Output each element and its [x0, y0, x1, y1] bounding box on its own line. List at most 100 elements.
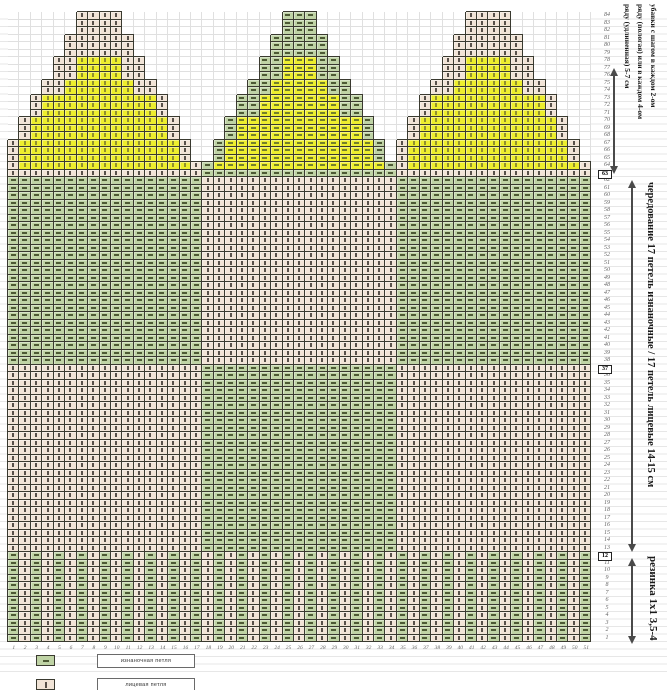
stitch-cell: [362, 192, 374, 200]
stitch-cell: [191, 484, 203, 492]
stitch-cell: [316, 499, 329, 507]
stitch-cell: [522, 102, 535, 110]
stitch-cell: [133, 582, 146, 590]
stitch-cell: [248, 544, 260, 552]
stitch-cell: [545, 49, 557, 57]
stitch-cell: [339, 102, 352, 110]
stitch-cell: [191, 544, 203, 552]
stitch-cell: [156, 102, 169, 110]
stitch-cell: [522, 94, 535, 102]
stitch-cell: [30, 222, 43, 230]
stitch-cell: [179, 222, 191, 230]
row-number: 22: [604, 477, 610, 483]
stitch-cell: [225, 439, 237, 447]
stitch-cell: [488, 259, 500, 267]
stitch-cell: [42, 349, 54, 357]
stitch-cell: [168, 259, 180, 267]
stitch-cell: [236, 229, 249, 237]
stitch-cell: [408, 289, 420, 297]
stitch-cell: [328, 109, 340, 117]
stitch-cell: [545, 312, 557, 320]
stitch-cell: [65, 319, 77, 327]
stitch-cell: [305, 334, 317, 342]
stitch-cell: [88, 507, 100, 515]
stitch-cell: [351, 574, 363, 582]
stitch-cell: [282, 34, 294, 42]
stitch-cell: [168, 484, 180, 492]
stitch-cell: [385, 267, 397, 275]
stitch-cell: [579, 19, 592, 27]
stitch-cell: [42, 154, 54, 162]
stitch-cell: [465, 274, 477, 282]
stitch-cell: [328, 177, 340, 185]
stitch-cell: [42, 469, 54, 477]
stitch-cell: [568, 492, 580, 500]
stitch-cell: [248, 597, 260, 605]
stitch-cell: [145, 454, 157, 462]
stitch-cell: [511, 184, 523, 192]
stitch-cell: [305, 319, 317, 327]
stitch-cell: [65, 484, 77, 492]
stitch-cell: [328, 154, 340, 162]
stitch-cell: [259, 409, 272, 417]
stitch-cell: [351, 139, 363, 147]
stitch-cell: [465, 19, 477, 27]
stitch-cell: [145, 559, 157, 567]
stitch-cell: [236, 334, 249, 342]
stitch-cell: [465, 372, 477, 380]
stitch-cell: [454, 402, 466, 410]
stitch-cell: [568, 199, 580, 207]
knit-stitch-swatch-icon: [36, 679, 55, 690]
stitch-cell: [179, 514, 191, 522]
stitch-cell: [88, 582, 100, 590]
stitch-cell: [293, 109, 306, 117]
stitch-cell: [145, 424, 157, 432]
stitch-cell: [122, 109, 134, 117]
stitch-cell: [133, 604, 146, 612]
stitch-cell: [328, 454, 340, 462]
stitch-cell: [499, 567, 512, 575]
stitch-cell: [236, 379, 249, 387]
stitch-cell: [499, 357, 512, 365]
stitch-cell: [396, 237, 409, 245]
stitch-cell: [65, 409, 77, 417]
stitch-cell: [328, 567, 340, 575]
stitch-cell: [145, 499, 157, 507]
stitch-cell: [88, 334, 100, 342]
stitch-cell: [579, 327, 592, 335]
stitch-cell: [236, 94, 249, 102]
stitch-cell: [442, 169, 455, 177]
stitch-cell: [110, 274, 123, 282]
stitch-cell: [488, 372, 500, 380]
stitch-cell: [88, 364, 100, 372]
stitch-cell: [488, 507, 500, 515]
stitch-cell: [76, 507, 89, 515]
stitch-cell: [545, 57, 557, 65]
stitch-cell: [568, 364, 580, 372]
stitch-cell: [545, 319, 557, 327]
stitch-cell: [259, 259, 272, 267]
stitch-cell: [431, 582, 443, 590]
stitch-cell: [431, 229, 443, 237]
stitch-cell: [110, 237, 123, 245]
stitch-cell: [179, 12, 191, 20]
column-number: 33: [377, 645, 383, 651]
stitch-cell: [396, 289, 409, 297]
stitch-cell: [65, 619, 77, 627]
stitch-cell: [465, 162, 477, 170]
stitch-cell: [431, 267, 443, 275]
stitch-cell: [110, 619, 123, 627]
stitch-cell: [65, 27, 77, 35]
stitch-cell: [191, 582, 203, 590]
stitch-cell: [168, 567, 180, 575]
stitch-cell: [293, 199, 306, 207]
stitch-cell: [374, 199, 386, 207]
stitch-cell: [179, 612, 191, 620]
stitch-cell: [534, 387, 546, 395]
stitch-cell: [53, 214, 66, 222]
stitch-cell: [202, 49, 214, 57]
stitch-cell: [499, 222, 512, 230]
stitch-cell: [65, 192, 77, 200]
stitch-cell: [454, 379, 466, 387]
stitch-cell: [431, 297, 443, 305]
